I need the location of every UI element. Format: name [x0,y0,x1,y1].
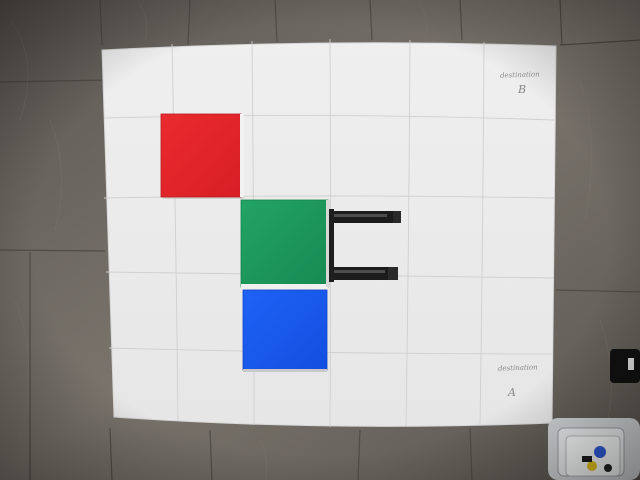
destination-a-label: destination [498,364,538,372]
destination-b-label: destination [500,71,540,79]
destination-b-letter: B [518,84,526,95]
destination-a-letter: A [508,387,516,398]
